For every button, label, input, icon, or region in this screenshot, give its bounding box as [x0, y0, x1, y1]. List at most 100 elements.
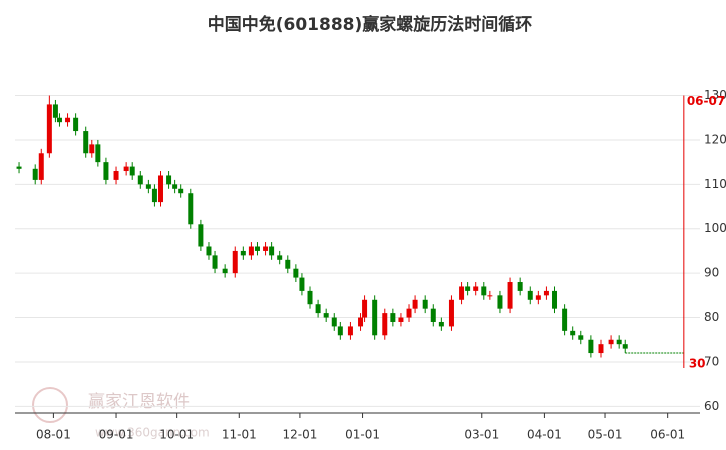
candle-body [52, 104, 58, 118]
y-tick-label: 120 [704, 132, 726, 146]
watermark-logo [32, 387, 68, 423]
candle-body [527, 290, 533, 300]
candle-body [362, 299, 368, 318]
candle-body [438, 321, 444, 327]
x-tick-label: 01-01 [345, 428, 380, 442]
candle-body [103, 162, 109, 180]
candle-body [212, 255, 218, 269]
candle-body [145, 184, 151, 189]
candle-body [473, 286, 479, 291]
candle-body [151, 188, 157, 203]
candle-body [487, 295, 493, 297]
candle-body [269, 246, 275, 256]
candle-body [56, 117, 62, 123]
candle-body [83, 131, 89, 154]
x-tick-label: 08-01 [36, 428, 71, 442]
candle-body [570, 330, 576, 336]
candle-body [198, 224, 204, 247]
candle-body [188, 193, 194, 225]
y-tick-label: 80 [704, 310, 719, 324]
candle-body [277, 255, 283, 260]
candle-body [65, 117, 71, 123]
candle-body [89, 144, 95, 154]
y-tick-label: 130 [704, 88, 726, 102]
candle-body [588, 339, 594, 354]
candle-body [578, 335, 584, 340]
candle-body [323, 313, 329, 318]
y-tick-label: 90 [704, 266, 719, 280]
x-tick-label: 10-01 [159, 428, 194, 442]
candle-body [166, 175, 172, 185]
candle-body [16, 166, 22, 169]
x-tick-label: 06-01 [650, 428, 685, 442]
candle-body [517, 282, 523, 291]
y-tick-label: 60 [704, 399, 719, 413]
candle-body [113, 171, 119, 180]
candle-body [315, 304, 321, 314]
candle-body [285, 259, 291, 269]
candle-body [481, 286, 487, 296]
candle-body [157, 175, 163, 203]
candle-body [497, 295, 503, 309]
candle-body [507, 282, 513, 309]
candle-body [337, 326, 343, 336]
candle-body [448, 299, 454, 327]
x-tick-label: 12-01 [282, 428, 317, 442]
candle-body [552, 290, 558, 309]
candle-body [293, 268, 299, 278]
candle-body [206, 246, 212, 256]
candle-body [123, 166, 129, 172]
candle-body [382, 313, 388, 336]
candle-body [465, 286, 471, 291]
candle-body [562, 308, 568, 331]
x-tick-label: 03-01 [464, 428, 499, 442]
watermark: 赢家江恩软件 [88, 392, 190, 412]
candle-body [46, 104, 52, 154]
x-tick-label: 05-01 [588, 428, 623, 442]
watermark-url: www.360gann.com [95, 426, 210, 440]
y-tick-label: 110 [704, 177, 726, 191]
candle-body [248, 246, 254, 256]
candle-body [32, 168, 38, 180]
candle-body [178, 188, 184, 194]
candle-body [73, 117, 79, 132]
candle-body [240, 250, 246, 256]
candle-body [38, 153, 44, 180]
candle-body [422, 299, 428, 309]
candle-body [543, 290, 549, 296]
candle-body [406, 308, 412, 318]
cycle-count: 30 [689, 356, 706, 370]
x-tick-label: 11-01 [222, 428, 257, 442]
candle-body [459, 286, 465, 300]
candle-body [222, 268, 228, 274]
candle-body [172, 184, 178, 189]
candle-body [95, 144, 101, 163]
y-tick-label: 70 [704, 354, 719, 368]
cycle-date: 06-07 [687, 94, 725, 108]
candle-body [137, 175, 143, 185]
candle-body [412, 299, 418, 309]
candle-body [430, 308, 436, 322]
candle-body [347, 326, 353, 336]
y-tick-label: 100 [704, 221, 726, 235]
candle-body [398, 317, 404, 322]
candle-body [372, 299, 378, 336]
candle-body [390, 313, 396, 322]
chart-title: 中国中免(601888)赢家螺旋历法时间循环 [208, 14, 533, 35]
candle-body [307, 290, 313, 305]
candle-body [535, 295, 541, 300]
x-tick-label: 09-01 [99, 428, 134, 442]
candle-body [232, 250, 238, 274]
candle-body [358, 317, 364, 327]
candle-body [608, 339, 614, 345]
candle-body [254, 246, 260, 251]
candle-body [129, 166, 135, 176]
candle-body [299, 277, 305, 291]
candle-body [331, 317, 337, 327]
candle-body [616, 339, 622, 345]
candle-body [598, 344, 604, 354]
x-tick-label: 04-01 [527, 428, 562, 442]
candle-body [263, 246, 269, 251]
candle-body [622, 344, 628, 349]
